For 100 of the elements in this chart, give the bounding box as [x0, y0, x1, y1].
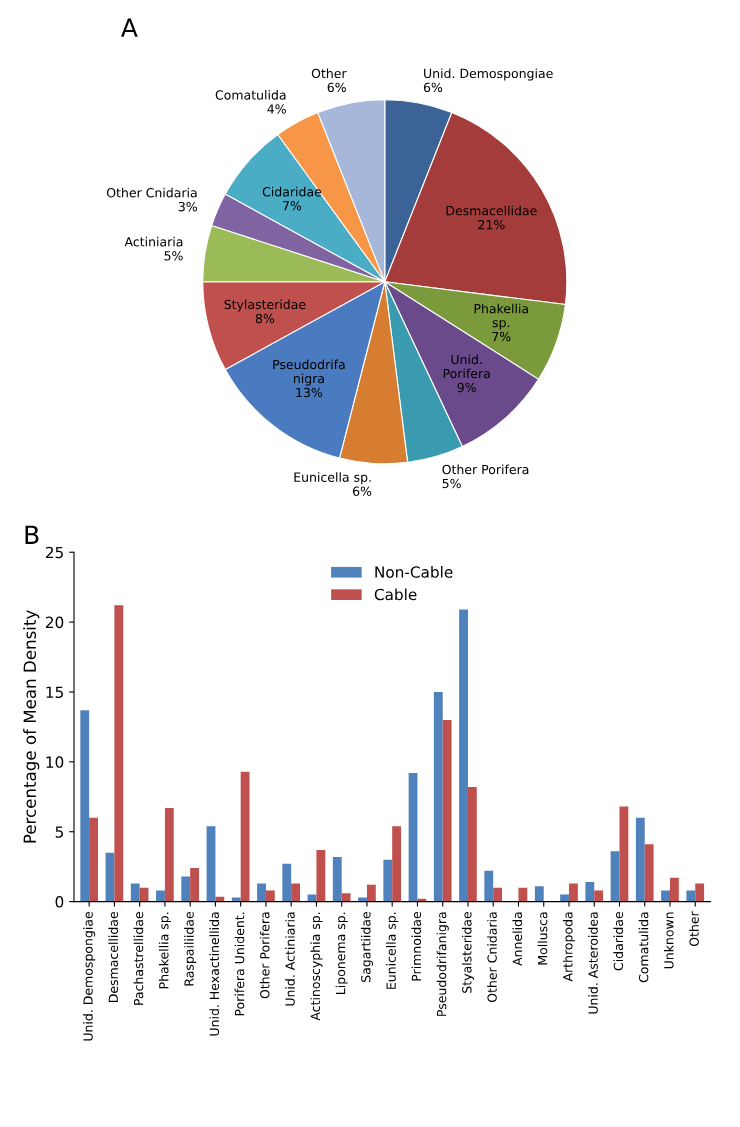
slice-label: Unid. Porifera [443, 354, 490, 379]
data-label: 9% [457, 382, 476, 393]
x-tick-label: Pseudodrifanigra [436, 912, 449, 1016]
bar [164, 807, 174, 902]
bar [661, 890, 670, 902]
data-label: 6% [353, 486, 372, 496]
x-tick-label: Sagartiidae [360, 911, 373, 982]
slice-label: Other [311, 68, 347, 79]
bar [585, 882, 595, 902]
bar [686, 890, 696, 902]
bar [635, 817, 645, 902]
bar [433, 691, 443, 902]
bar [459, 609, 468, 902]
x-tick-label: Raspailiidae [184, 911, 197, 986]
slice-label: Unid. Demospongiae [424, 68, 553, 81]
x-tick-label: Mollusca [537, 912, 548, 965]
bar [156, 890, 165, 902]
data-label: 4% [267, 104, 286, 114]
slice-label: Cidaridae [262, 186, 322, 197]
bar [265, 890, 275, 902]
bar [316, 849, 326, 902]
x-tick-label: Annelida [512, 912, 523, 966]
bar [114, 605, 124, 902]
data-label: 13% [296, 387, 323, 398]
slice-label: Desmacellidae [446, 205, 537, 216]
x-tick-label: Eunicella sp. [386, 912, 399, 989]
data-label: 6% [327, 82, 346, 93]
bar [366, 884, 376, 902]
bar [291, 883, 301, 902]
bar [282, 863, 292, 902]
x-tick-label: Unknown [663, 912, 674, 969]
bar [206, 826, 216, 902]
bar [392, 826, 402, 902]
x-tick-label: Unid. Actiniaria [285, 912, 295, 1006]
data-label: 5% [164, 251, 183, 261]
slice-label: Actiniaria [124, 236, 183, 247]
y-axis-title: Percentage of Mean Density [23, 610, 40, 843]
y-tick-label: 5 [55, 826, 63, 838]
x-tick-label: Other Porifera [259, 912, 270, 999]
slice-label: Other Cnidaria [106, 187, 197, 198]
bar [358, 897, 367, 902]
slice-label: Other Porifera [442, 464, 529, 475]
bar [610, 851, 620, 902]
data-label: 21% [478, 219, 505, 230]
slice-label: Comatulida [215, 90, 286, 100]
x-tick-label: Actinoscyphia sp. [310, 912, 323, 1021]
x-tick-label: Comatulida [638, 912, 649, 983]
bar [594, 890, 604, 902]
bar [644, 844, 654, 902]
x-tick-label: Cidaridae [613, 911, 624, 971]
bar [408, 773, 418, 902]
bar [89, 817, 98, 902]
x-tick-label: Other Cnidaria [487, 912, 497, 1003]
bar [534, 886, 544, 902]
y-tick-label: 15 [46, 686, 63, 698]
bar [332, 856, 342, 902]
bar [484, 870, 494, 902]
slice-label: Eunicella sp. [294, 472, 371, 485]
x-tick-label: Unid. Demospongiae [83, 911, 96, 1041]
x-tick-label: Styalsteridae [461, 911, 475, 993]
x-tick-label: Other [689, 911, 699, 947]
x-tick-label: Porifera Unident. [234, 912, 245, 1016]
chart-title: A [121, 18, 138, 37]
slice-label: Pseudodrifa nigra [273, 359, 345, 386]
data-label: 7% [283, 201, 302, 211]
bar [669, 877, 679, 902]
data-label: 5% [442, 478, 461, 489]
legend-label: Non-Cable [375, 565, 453, 578]
y-tick-label: 0 [55, 896, 64, 908]
x-tick-label: Pachastrellidae [133, 911, 144, 1005]
x-tick-label: Primnoidae [411, 911, 422, 981]
bar [467, 787, 477, 902]
x-tick-label: Liponema sp. [335, 912, 348, 994]
slice-label: Stylasteridae [224, 299, 306, 312]
data-label: 3% [178, 201, 197, 212]
bar [80, 710, 90, 902]
chart-title: B [25, 525, 39, 544]
legend-label: Cable [374, 588, 417, 601]
slice-label: Phakellia sp. [474, 303, 528, 330]
bar [568, 883, 578, 902]
bar [695, 883, 705, 902]
data-label: 7% [492, 331, 511, 342]
x-tick-label: Desmacellidae [108, 911, 119, 1003]
data-label: 8% [255, 313, 275, 324]
bar [619, 806, 629, 902]
x-tick-label: Unid. Hexactinellida [209, 912, 220, 1036]
y-tick-label: 20 [45, 616, 64, 629]
y-tick-label: 25 [45, 546, 63, 559]
x-tick-label: Arthropoda [562, 912, 576, 982]
bar [257, 883, 266, 902]
bar [442, 719, 452, 902]
bar [341, 893, 351, 902]
bar [383, 859, 393, 902]
data-label: 6% [423, 82, 443, 93]
bar [231, 897, 241, 902]
bar [130, 883, 140, 902]
bar [493, 887, 503, 902]
x-tick-label: Unid. Asteroidea [588, 912, 598, 1014]
bar [190, 868, 200, 902]
bar [181, 876, 191, 902]
